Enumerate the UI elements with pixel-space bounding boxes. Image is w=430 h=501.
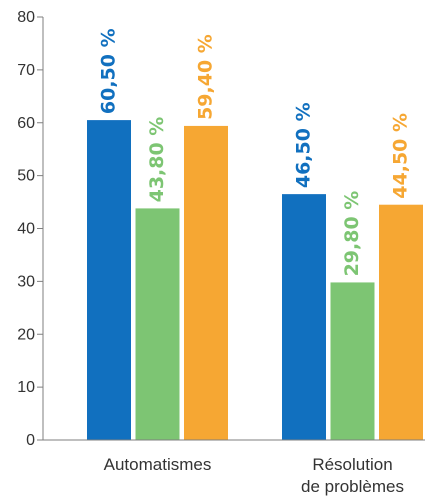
bar bbox=[87, 120, 131, 440]
x-category-label: Résolution bbox=[312, 455, 392, 474]
y-tick-label: 10 bbox=[17, 379, 35, 396]
data-label: 43,80 % bbox=[146, 117, 168, 203]
bar bbox=[282, 194, 326, 440]
x-category-label: Automatismes bbox=[104, 455, 212, 474]
data-label: 59,40 % bbox=[195, 34, 217, 120]
y-tick-label: 0 bbox=[26, 432, 35, 449]
bar bbox=[135, 208, 180, 440]
bar bbox=[379, 204, 423, 440]
data-label: 44,50 % bbox=[390, 113, 412, 199]
y-tick-label: 60 bbox=[17, 115, 35, 132]
bar bbox=[184, 125, 228, 441]
y-tick-label: 20 bbox=[17, 326, 35, 343]
y-tick-label: 50 bbox=[17, 168, 35, 185]
x-category-label: de problèmes bbox=[301, 477, 404, 496]
y-tick-label: 70 bbox=[17, 62, 35, 79]
data-labels-group: 60,50 % 43,80 % 59,40 % 46,50 % 29,80 % 44,50… bbox=[98, 28, 412, 276]
bar bbox=[330, 282, 375, 440]
x-axis: Automatismes Résolution de problèmes bbox=[43, 439, 425, 496]
y-tick-label: 30 bbox=[17, 273, 35, 290]
bars-group bbox=[87, 120, 423, 441]
data-label: 29,80 % bbox=[341, 191, 363, 277]
y-axis: 0 10 20 30 40 50 60 70 80 bbox=[17, 9, 44, 449]
data-label: 60,50 % bbox=[98, 28, 120, 114]
y-tick-label: 40 bbox=[17, 221, 35, 238]
y-tick-label: 80 bbox=[17, 9, 35, 26]
data-label: 46,50 % bbox=[293, 102, 315, 188]
